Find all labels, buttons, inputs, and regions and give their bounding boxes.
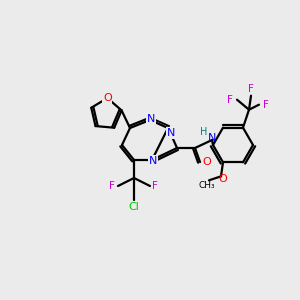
Text: F: F xyxy=(248,84,254,94)
Text: N: N xyxy=(167,128,175,138)
Text: N: N xyxy=(149,156,157,166)
Text: F: F xyxy=(109,181,115,191)
Text: H: H xyxy=(200,127,208,137)
Text: Cl: Cl xyxy=(129,202,140,212)
Text: O: O xyxy=(202,157,211,167)
Text: CH₃: CH₃ xyxy=(199,181,215,190)
Text: F: F xyxy=(263,100,269,110)
Text: N: N xyxy=(208,133,216,143)
Text: F: F xyxy=(152,181,158,191)
Text: F: F xyxy=(227,95,233,105)
Text: N: N xyxy=(147,114,155,124)
Text: O: O xyxy=(103,93,112,103)
Text: O: O xyxy=(219,174,227,184)
